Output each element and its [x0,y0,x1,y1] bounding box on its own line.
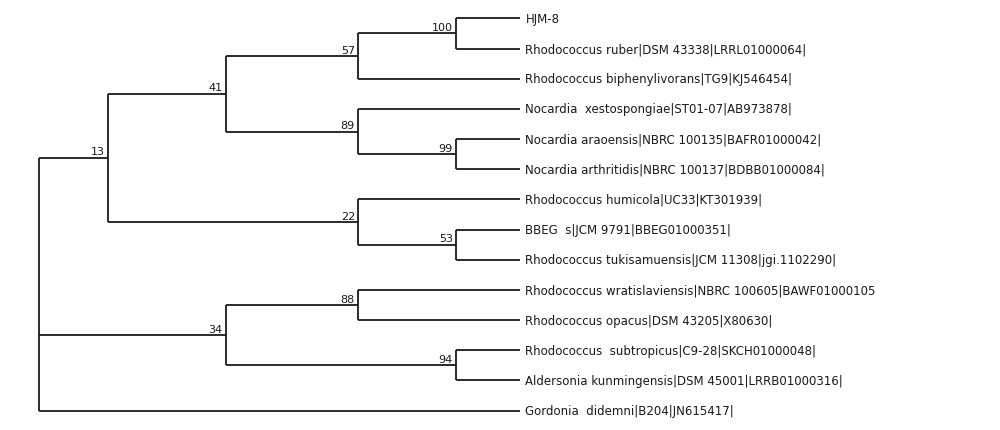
Text: Nocardia  xestospongiae|ST01-07|AB973878|: Nocardia xestospongiae|ST01-07|AB973878| [525,103,792,116]
Text: 57: 57 [341,46,355,55]
Text: 22: 22 [341,211,355,221]
Text: Rhodococcus ruber|DSM 43338|LRRL01000064|: Rhodococcus ruber|DSM 43338|LRRL01000064… [525,43,807,56]
Text: 53: 53 [439,233,453,243]
Text: HJM-8: HJM-8 [525,13,559,26]
Text: Gordonia  didemni|B204|JN615417|: Gordonia didemni|B204|JN615417| [525,404,734,417]
Text: Nocardia arthritidis|NBRC 100137|BDBB01000084|: Nocardia arthritidis|NBRC 100137|BDBB010… [525,163,825,176]
Text: 89: 89 [341,121,355,131]
Text: 13: 13 [91,147,105,157]
Text: 41: 41 [209,83,223,93]
Text: BBEG  s|JCM 9791|BBEG01000351|: BBEG s|JCM 9791|BBEG01000351| [525,224,731,236]
Text: Rhodococcus  subtropicus|C9-28|SKCH01000048|: Rhodococcus subtropicus|C9-28|SKCH010000… [525,344,816,357]
Text: 100: 100 [432,23,453,33]
Text: 34: 34 [209,324,223,334]
Text: Rhodococcus wratislaviensis|NBRC 100605|BAWF01000105: Rhodococcus wratislaviensis|NBRC 100605|… [525,284,876,297]
Text: Rhodococcus humicola|UC33|KT301939|: Rhodococcus humicola|UC33|KT301939| [525,194,763,206]
Text: Rhodococcus biphenylivorans|TG9|KJ546454|: Rhodococcus biphenylivorans|TG9|KJ546454… [525,73,792,86]
Text: Rhodococcus opacus|DSM 43205|X80630|: Rhodococcus opacus|DSM 43205|X80630| [525,314,773,327]
Text: 88: 88 [341,294,355,304]
Text: 94: 94 [439,354,453,364]
Text: Rhodococcus tukisamuensis|JCM 11308|jgi.1102290|: Rhodococcus tukisamuensis|JCM 11308|jgi.… [525,254,837,267]
Text: Aldersonia kunmingensis|DSM 45001|LRRB01000316|: Aldersonia kunmingensis|DSM 45001|LRRB01… [525,374,843,387]
Text: 99: 99 [439,143,453,154]
Text: Nocardia araoensis|NBRC 100135|BAFR01000042|: Nocardia araoensis|NBRC 100135|BAFR01000… [525,133,822,146]
